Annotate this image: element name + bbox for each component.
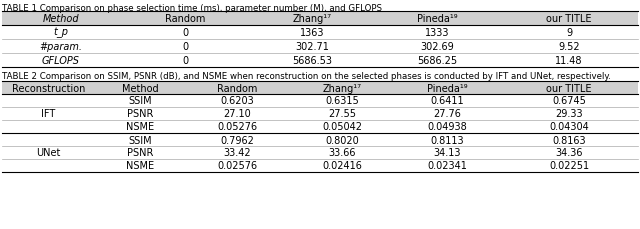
Text: 27.55: 27.55 — [328, 109, 356, 119]
Text: 34.36: 34.36 — [556, 148, 583, 158]
Text: 0.02416: 0.02416 — [323, 161, 362, 171]
Text: UNet: UNet — [36, 148, 61, 158]
Text: IFT: IFT — [42, 109, 56, 119]
Text: 0.6203: 0.6203 — [221, 96, 254, 106]
Text: Random: Random — [165, 14, 205, 24]
Text: 27.76: 27.76 — [433, 109, 461, 119]
Text: 0.02341: 0.02341 — [428, 161, 467, 171]
Text: 0.6745: 0.6745 — [552, 96, 586, 106]
Text: #param.: #param. — [40, 42, 83, 52]
Text: Random: Random — [218, 83, 258, 93]
Text: 29.33: 29.33 — [555, 109, 583, 119]
Text: Pineda¹⁹: Pineda¹⁹ — [417, 14, 458, 24]
Text: 9: 9 — [566, 28, 572, 38]
Text: 33.66: 33.66 — [329, 148, 356, 158]
Text: 0.02251: 0.02251 — [549, 161, 589, 171]
Text: 0.02576: 0.02576 — [218, 161, 257, 171]
Text: 0.05276: 0.05276 — [218, 122, 257, 132]
Text: PSNR: PSNR — [127, 148, 153, 158]
Bar — [2, 26, 638, 40]
Text: t_p: t_p — [54, 28, 68, 38]
Bar — [2, 82, 638, 95]
Text: NSME: NSME — [126, 161, 154, 171]
Text: 0.6411: 0.6411 — [431, 96, 464, 106]
Text: TABLE 2 Comparison on SSIM, PSNR (dB), and NSME when reconstruction on the selec: TABLE 2 Comparison on SSIM, PSNR (dB), a… — [2, 72, 611, 81]
Text: 1363: 1363 — [300, 28, 324, 38]
Text: 0.05042: 0.05042 — [323, 122, 362, 132]
Text: 0: 0 — [182, 56, 188, 66]
Text: 302.69: 302.69 — [420, 42, 454, 52]
Text: GFLOPS: GFLOPS — [42, 56, 80, 66]
Text: NSME: NSME — [126, 122, 154, 132]
Text: 302.71: 302.71 — [296, 42, 330, 52]
Bar — [2, 40, 638, 54]
Text: 0.8113: 0.8113 — [431, 135, 464, 145]
Text: Pineda¹⁹: Pineda¹⁹ — [427, 83, 468, 93]
Text: 1333: 1333 — [425, 28, 450, 38]
Text: 0.04304: 0.04304 — [549, 122, 589, 132]
Text: SSIM: SSIM — [128, 96, 152, 106]
Text: 0.8163: 0.8163 — [552, 135, 586, 145]
Text: Zhang¹⁷: Zhang¹⁷ — [293, 14, 332, 24]
Text: 0.8020: 0.8020 — [326, 135, 360, 145]
Text: 0.7962: 0.7962 — [221, 135, 255, 145]
Text: 11.48: 11.48 — [556, 56, 583, 66]
Text: 0.6315: 0.6315 — [326, 96, 360, 106]
Text: 0: 0 — [182, 28, 188, 38]
Text: 34.13: 34.13 — [434, 148, 461, 158]
Text: Reconstruction: Reconstruction — [12, 83, 85, 93]
Text: Method: Method — [122, 83, 158, 93]
Bar — [2, 54, 638, 68]
Text: 5686.53: 5686.53 — [292, 56, 333, 66]
Text: Method: Method — [43, 14, 79, 24]
Text: our TITLE: our TITLE — [547, 83, 592, 93]
Text: 0: 0 — [182, 42, 188, 52]
Text: our TITLE: our TITLE — [547, 14, 592, 24]
Text: 5686.25: 5686.25 — [417, 56, 458, 66]
Text: TABLE 1 Comparison on phase selection time (ms), parameter number (M), and GFLOP: TABLE 1 Comparison on phase selection ti… — [2, 4, 382, 13]
Text: 0.04938: 0.04938 — [428, 122, 467, 132]
Text: 27.10: 27.10 — [223, 109, 252, 119]
Bar — [2, 12, 638, 26]
Text: 9.52: 9.52 — [558, 42, 580, 52]
Text: Zhang¹⁷: Zhang¹⁷ — [323, 83, 362, 93]
Text: SSIM: SSIM — [128, 135, 152, 145]
Text: PSNR: PSNR — [127, 109, 153, 119]
Text: 33.42: 33.42 — [224, 148, 252, 158]
